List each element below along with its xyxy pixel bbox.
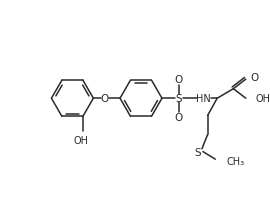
- Text: CH₃: CH₃: [227, 156, 245, 166]
- Text: S: S: [176, 94, 183, 104]
- Text: HN: HN: [195, 94, 210, 104]
- Text: O: O: [174, 113, 182, 123]
- Text: S: S: [195, 147, 201, 157]
- Text: O: O: [251, 73, 259, 83]
- Text: OH: OH: [255, 94, 270, 104]
- Text: O: O: [101, 94, 109, 104]
- Text: O: O: [174, 75, 182, 85]
- Text: OH: OH: [73, 136, 89, 145]
